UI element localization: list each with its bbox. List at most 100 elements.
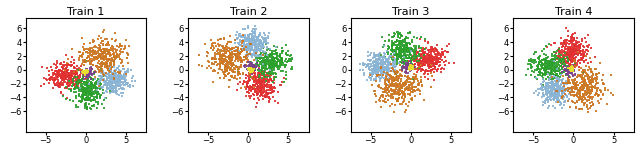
Point xyxy=(252,38,262,41)
Point xyxy=(552,50,562,52)
Point xyxy=(549,86,559,88)
Point xyxy=(395,61,405,64)
Point xyxy=(104,82,114,85)
Point xyxy=(257,69,267,71)
Point xyxy=(249,70,259,72)
Point xyxy=(250,84,260,86)
Point xyxy=(224,55,234,57)
Point xyxy=(80,70,90,73)
Point xyxy=(558,75,568,77)
Point xyxy=(580,97,590,99)
Point xyxy=(271,57,281,59)
Point xyxy=(80,71,90,73)
Point xyxy=(268,69,278,71)
Point xyxy=(265,52,275,55)
Point xyxy=(561,58,571,60)
Point xyxy=(396,54,406,57)
Point xyxy=(406,67,417,70)
Point xyxy=(563,49,573,51)
Point xyxy=(569,65,579,68)
Point xyxy=(257,60,268,63)
Point xyxy=(108,66,118,68)
Point xyxy=(225,60,236,63)
Point xyxy=(272,46,282,48)
Point xyxy=(397,51,408,53)
Point xyxy=(65,78,75,80)
Point xyxy=(373,63,383,66)
Point xyxy=(86,92,96,94)
Point xyxy=(397,40,408,42)
Point xyxy=(587,97,597,100)
Point xyxy=(244,73,255,75)
Point xyxy=(550,71,560,74)
Point xyxy=(545,91,556,94)
Point xyxy=(403,47,413,50)
Point xyxy=(584,87,594,90)
Point xyxy=(550,66,560,69)
Point xyxy=(426,61,436,64)
Point xyxy=(248,86,259,89)
Point xyxy=(527,70,538,72)
Point xyxy=(248,66,258,69)
Point xyxy=(401,48,412,50)
Point xyxy=(234,33,244,36)
Point xyxy=(65,98,76,101)
Point xyxy=(562,73,572,75)
Point xyxy=(260,63,271,65)
Point xyxy=(544,82,554,84)
Point xyxy=(89,98,99,100)
Point xyxy=(250,69,260,71)
Point xyxy=(227,62,237,64)
Point xyxy=(267,52,277,55)
Point xyxy=(85,57,95,60)
Point xyxy=(546,90,556,92)
Point xyxy=(593,100,604,102)
Point xyxy=(265,64,275,66)
Point xyxy=(404,49,415,51)
Point xyxy=(388,66,398,68)
Point xyxy=(97,75,107,78)
Point xyxy=(267,57,277,59)
Point xyxy=(396,40,406,42)
Point xyxy=(107,86,117,88)
Point xyxy=(250,78,260,80)
Point xyxy=(264,59,275,61)
Point xyxy=(369,54,380,56)
Point xyxy=(275,55,285,57)
Point xyxy=(271,76,281,78)
Point xyxy=(583,74,593,76)
Point xyxy=(570,32,580,34)
Point xyxy=(566,54,576,57)
Point xyxy=(256,83,266,85)
Point xyxy=(587,89,597,92)
Point xyxy=(115,57,125,60)
Point xyxy=(402,64,412,67)
Point xyxy=(107,72,117,75)
Point xyxy=(62,85,72,88)
Point xyxy=(249,51,259,53)
Point xyxy=(273,102,284,104)
Point xyxy=(399,82,409,85)
Point xyxy=(56,91,66,93)
Point xyxy=(365,79,376,81)
Point xyxy=(394,58,404,61)
Point xyxy=(220,66,230,69)
Point xyxy=(415,63,426,65)
Point xyxy=(243,37,253,40)
Point xyxy=(76,69,86,71)
Point xyxy=(95,50,106,52)
Point xyxy=(223,72,234,74)
Point xyxy=(405,89,415,91)
Point xyxy=(412,78,422,80)
Point xyxy=(381,72,392,74)
Point xyxy=(246,34,257,36)
Point xyxy=(75,78,85,81)
Point xyxy=(385,63,396,66)
Point xyxy=(405,68,415,70)
Point xyxy=(77,79,88,81)
Point xyxy=(561,94,571,96)
Point xyxy=(404,55,414,58)
Point xyxy=(371,65,381,67)
Point xyxy=(248,84,259,87)
Point xyxy=(572,106,582,109)
